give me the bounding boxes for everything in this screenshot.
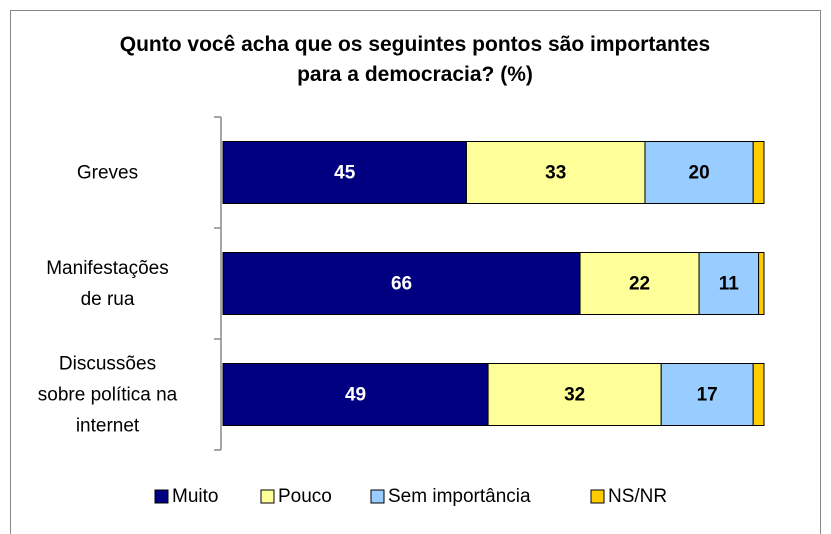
bar-segment — [660, 363, 754, 426]
legend-swatch — [370, 489, 385, 504]
data-label: 17 — [697, 385, 718, 406]
data-label: 32 — [564, 385, 585, 406]
bar-segment — [579, 252, 700, 315]
bar-segment — [222, 141, 467, 204]
legend-swatch — [154, 489, 169, 504]
data-label: 22 — [629, 274, 650, 295]
chart-frame — [10, 10, 821, 534]
legend-label: Pouco — [278, 486, 332, 507]
y-tick-label: Discussões sobre política na internet — [37, 353, 178, 436]
legend-label: Sem importância — [388, 486, 531, 507]
chart-title: Qunto você acha que os seguintes pontos … — [119, 33, 711, 86]
bar-segment — [752, 141, 765, 204]
y-tick-label: Greves — [76, 162, 139, 183]
y-tick-label: Manifestações de rua — [46, 257, 169, 310]
data-label: 66 — [391, 274, 412, 295]
data-label: 11 — [719, 274, 740, 295]
data-label: 20 — [689, 163, 710, 184]
data-label: 49 — [345, 385, 366, 406]
legend-label: NS/NR — [608, 486, 667, 507]
legend-swatch — [260, 489, 275, 504]
bar-segment — [644, 141, 754, 204]
data-label: 45 — [334, 163, 356, 184]
bar-segment — [222, 252, 581, 315]
data-label: 33 — [545, 163, 566, 184]
bar-segment — [752, 363, 765, 426]
bar-segment — [698, 252, 760, 315]
bar-segment — [487, 363, 662, 426]
bar-segment — [465, 141, 646, 204]
legend-label: Muito — [172, 486, 218, 507]
legend-swatch — [590, 489, 605, 504]
bar-segment — [222, 363, 489, 426]
bar-segment — [758, 252, 765, 315]
